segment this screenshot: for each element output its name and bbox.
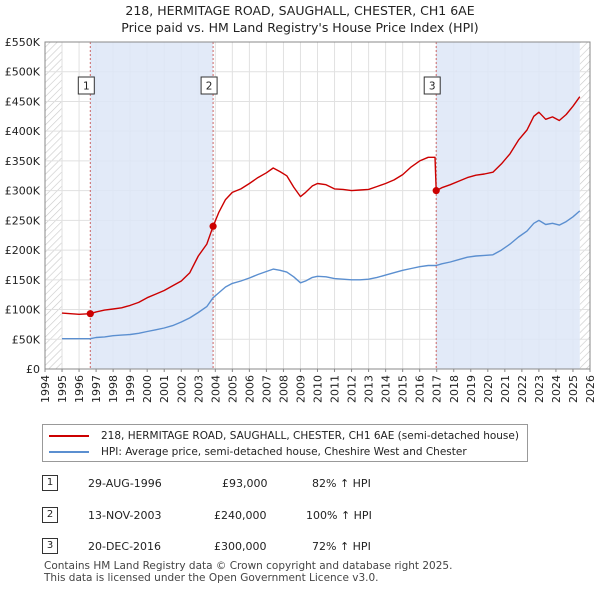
- y-tick-label: £100K: [5, 304, 41, 317]
- x-tick-label: 1998: [107, 375, 120, 403]
- transaction-date: 20-DEC-2016: [88, 540, 162, 553]
- transaction-hpi: 72% ↑ HPI: [312, 540, 371, 553]
- sale-badge-box: [200, 76, 218, 95]
- legend-item-price: 218, HERMITAGE ROAD, SAUGHALL, CHESTER, …: [49, 428, 519, 444]
- x-tick-label: 2015: [397, 375, 410, 403]
- shaded-period: [90, 42, 214, 369]
- footer-licence: This data is licensed under the Open Gov…: [44, 572, 379, 584]
- x-tick-label: 2016: [414, 375, 427, 403]
- x-tick-label: 2003: [192, 375, 205, 403]
- x-tick-label: 2011: [329, 375, 342, 403]
- x-tick-label: 2025: [567, 375, 580, 403]
- x-tick-label: 2004: [209, 375, 222, 403]
- x-tick-label: 2020: [482, 375, 495, 403]
- x-tick-label: 2006: [243, 375, 256, 403]
- x-tick-label: 2022: [516, 375, 529, 403]
- transaction-badge: 1: [42, 475, 58, 491]
- x-tick-label: 2024: [550, 375, 563, 403]
- transaction-badge: 2: [42, 507, 58, 523]
- y-tick-label: £50K: [12, 333, 41, 346]
- hpi-series-line: [62, 210, 581, 340]
- shaded-period: [436, 42, 580, 369]
- x-tick-label: 2010: [312, 375, 325, 403]
- hatch-region-left: [45, 42, 63, 369]
- y-tick-label: £500K: [5, 66, 41, 79]
- x-tick-label: 2000: [141, 375, 154, 403]
- y-tick-label: £400K: [5, 125, 41, 138]
- x-tick-label: 1995: [56, 375, 69, 403]
- chart-legend: 218, HERMITAGE ROAD, SAUGHALL, CHESTER, …: [42, 424, 528, 462]
- x-tick-label: 2007: [260, 375, 273, 403]
- legend-label-price: 218, HERMITAGE ROAD, SAUGHALL, CHESTER, …: [101, 430, 519, 442]
- y-tick-label: £450K: [5, 95, 41, 108]
- x-tick-label: 2021: [499, 375, 512, 403]
- x-tick-label: 2001: [158, 375, 171, 403]
- chart-title: 218, HERMITAGE ROAD, SAUGHALL, CHESTER, …: [125, 3, 475, 18]
- legend-item-hpi: HPI: Average price, semi-detached house,…: [49, 444, 467, 460]
- x-tick-label: 1997: [90, 375, 103, 403]
- y-tick-label: £300K: [5, 185, 41, 198]
- y-tick-label: £250K: [5, 214, 41, 227]
- transaction-price: £300,000: [214, 540, 267, 553]
- x-tick-label: 2013: [363, 375, 376, 403]
- sale-badge-box: [423, 76, 441, 95]
- transaction-price: £240,000: [214, 509, 267, 522]
- x-tick-label: 2023: [533, 375, 546, 403]
- y-tick-label: £0: [26, 363, 40, 376]
- footer-copyright: Contains HM Land Registry data © Crown c…: [44, 560, 453, 572]
- x-tick-label: 2018: [448, 375, 461, 403]
- x-tick-label: 2008: [277, 375, 290, 403]
- sale-point: [432, 187, 440, 195]
- sale-badge-label: 2: [206, 81, 213, 93]
- chart-subtitle: Price paid vs. HM Land Registry's House …: [121, 20, 479, 35]
- sale-badge-label: 1: [83, 81, 90, 93]
- sale-point: [209, 222, 217, 230]
- hatch-region-right: [579, 42, 590, 369]
- x-tick-label: 2012: [346, 375, 359, 403]
- x-tick-label: 2026: [584, 375, 597, 403]
- price-series-line: [61, 96, 581, 315]
- x-tick-label: 1994: [39, 375, 52, 403]
- x-tick-label: 2014: [380, 375, 393, 403]
- y-tick-label: £150K: [5, 274, 41, 287]
- x-tick-label: 1999: [124, 375, 137, 403]
- x-tick-label: 2002: [175, 375, 188, 403]
- legend-swatch-hpi: [49, 451, 89, 453]
- price-chart: 1 2 3 £0 £50K £100K £150K £200K £250K £300K £350K…: [5, 36, 597, 403]
- transaction-date: 29-AUG-1996: [88, 477, 162, 490]
- sale-point: [86, 310, 94, 318]
- transaction-hpi: 100% ↑ HPI: [306, 509, 372, 522]
- transaction-badge: 3: [42, 538, 58, 554]
- transaction-hpi: 82% ↑ HPI: [312, 477, 371, 490]
- sale-badge-box: [77, 76, 95, 95]
- x-tick-label: 2019: [465, 375, 478, 403]
- legend-swatch-price: [49, 435, 89, 437]
- x-tick-label: 2009: [294, 375, 307, 403]
- sale-badge-label: 3: [429, 81, 436, 93]
- transaction-price: £93,000: [222, 477, 268, 490]
- y-tick-label: £350K: [5, 155, 41, 168]
- transaction-date: 13-NOV-2003: [88, 509, 162, 522]
- legend-label-hpi: HPI: Average price, semi-detached house,…: [101, 446, 467, 458]
- x-tick-label: 2005: [226, 375, 239, 403]
- y-tick-label: £200K: [5, 244, 41, 257]
- y-tick-label: £550K: [5, 36, 41, 49]
- x-tick-label: 2017: [431, 375, 444, 403]
- x-tick-label: 1996: [73, 375, 86, 403]
